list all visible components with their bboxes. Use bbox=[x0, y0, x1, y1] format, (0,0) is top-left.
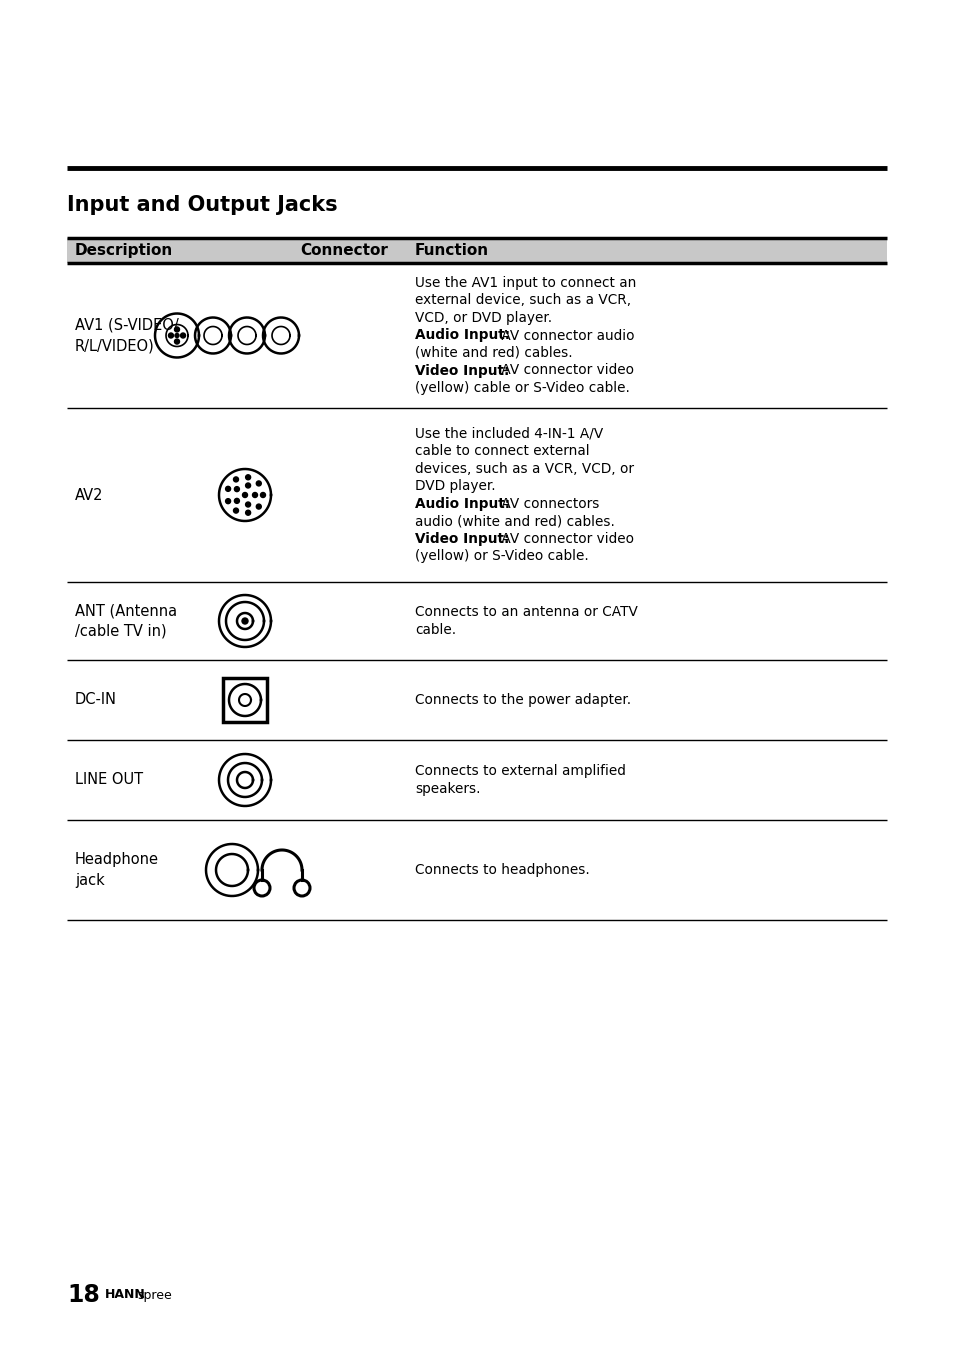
Text: DVD player.: DVD player. bbox=[415, 479, 496, 493]
Circle shape bbox=[234, 499, 239, 503]
Circle shape bbox=[233, 477, 238, 481]
Text: Headphone
jack: Headphone jack bbox=[75, 852, 159, 888]
Text: Description: Description bbox=[75, 243, 173, 258]
Text: Audio Input:: Audio Input: bbox=[415, 329, 510, 342]
Text: (white and red) cables.: (white and red) cables. bbox=[415, 346, 572, 360]
Text: AV1 (S-VIDEO/
R/L/VIDEO): AV1 (S-VIDEO/ R/L/VIDEO) bbox=[75, 318, 178, 353]
Circle shape bbox=[234, 487, 239, 492]
Circle shape bbox=[245, 510, 251, 515]
Text: AV connector video: AV connector video bbox=[497, 531, 633, 546]
Text: HANN: HANN bbox=[105, 1288, 146, 1302]
Circle shape bbox=[245, 502, 251, 507]
Circle shape bbox=[233, 508, 238, 514]
Circle shape bbox=[225, 499, 231, 504]
Circle shape bbox=[253, 492, 257, 498]
Text: LINE OUT: LINE OUT bbox=[75, 772, 143, 787]
Circle shape bbox=[174, 327, 179, 333]
Text: AV2: AV2 bbox=[75, 488, 103, 503]
Text: Input and Output Jacks: Input and Output Jacks bbox=[67, 195, 337, 215]
Text: external device, such as a VCR,: external device, such as a VCR, bbox=[415, 293, 631, 307]
Text: DC-IN: DC-IN bbox=[75, 692, 117, 707]
Circle shape bbox=[174, 334, 179, 338]
Text: Video Input:: Video Input: bbox=[415, 364, 509, 377]
Bar bbox=[67, 238, 886, 264]
Text: Use the included 4-IN-1 A/V: Use the included 4-IN-1 A/V bbox=[415, 427, 602, 441]
Text: 18: 18 bbox=[67, 1283, 100, 1307]
Text: ANT (Antenna
/cable TV in): ANT (Antenna /cable TV in) bbox=[75, 603, 177, 639]
Circle shape bbox=[245, 475, 251, 480]
Circle shape bbox=[225, 487, 231, 491]
Text: (yellow) cable or S-Video cable.: (yellow) cable or S-Video cable. bbox=[415, 381, 629, 395]
Text: cable.: cable. bbox=[415, 623, 456, 637]
Text: Connects to external amplified: Connects to external amplified bbox=[415, 764, 625, 779]
Text: Audio Input:: Audio Input: bbox=[415, 496, 510, 511]
Circle shape bbox=[256, 504, 261, 510]
Circle shape bbox=[242, 492, 247, 498]
Text: devices, such as a VCR, VCD, or: devices, such as a VCR, VCD, or bbox=[415, 462, 634, 476]
Text: AV connectors: AV connectors bbox=[497, 496, 598, 511]
Bar bbox=[223, 677, 267, 722]
Circle shape bbox=[180, 333, 185, 338]
Text: Function: Function bbox=[415, 243, 489, 258]
Circle shape bbox=[245, 483, 251, 488]
Text: Use the AV1 input to connect an: Use the AV1 input to connect an bbox=[415, 276, 636, 289]
Text: speakers.: speakers. bbox=[415, 781, 480, 796]
Text: Connects to headphones.: Connects to headphones. bbox=[415, 863, 589, 877]
Circle shape bbox=[260, 492, 265, 498]
Text: Connector: Connector bbox=[299, 243, 388, 258]
Text: AV connector audio: AV connector audio bbox=[497, 329, 634, 342]
Text: Connects to the power adapter.: Connects to the power adapter. bbox=[415, 694, 631, 707]
Circle shape bbox=[256, 481, 261, 485]
Text: cable to connect external: cable to connect external bbox=[415, 445, 589, 458]
Circle shape bbox=[242, 618, 248, 625]
Text: audio (white and red) cables.: audio (white and red) cables. bbox=[415, 514, 615, 529]
Text: Video Input:: Video Input: bbox=[415, 531, 509, 546]
Text: Connects to an antenna or CATV: Connects to an antenna or CATV bbox=[415, 606, 638, 619]
Circle shape bbox=[169, 333, 173, 338]
Text: (yellow) or S-Video cable.: (yellow) or S-Video cable. bbox=[415, 549, 588, 564]
Text: spree: spree bbox=[137, 1288, 172, 1302]
Text: AV connector video: AV connector video bbox=[497, 364, 633, 377]
Circle shape bbox=[174, 339, 179, 343]
Text: VCD, or DVD player.: VCD, or DVD player. bbox=[415, 311, 552, 324]
